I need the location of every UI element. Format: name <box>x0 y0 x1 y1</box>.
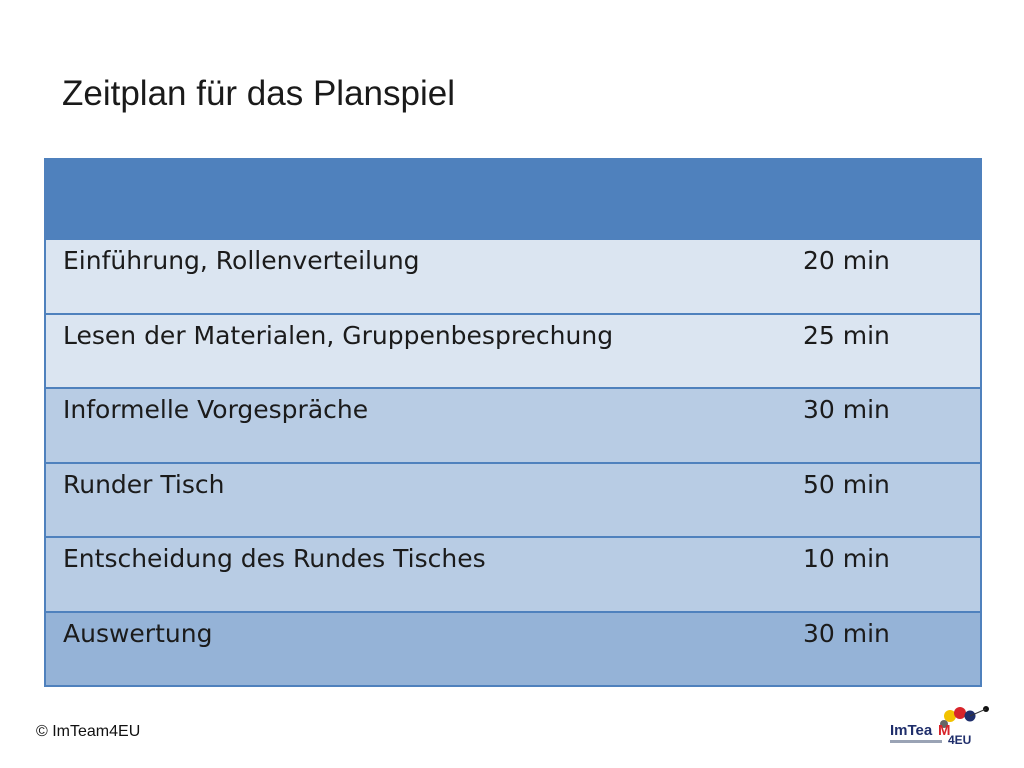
duration-cell: 30 min <box>803 618 890 648</box>
activity-cell: Informelle Vorgespräche <box>63 395 369 424</box>
logo-dot-red <box>954 707 966 719</box>
table-row: Informelle Vorgespräche 30 min <box>46 387 980 462</box>
table-header-row <box>46 160 980 238</box>
table-row: Runder Tisch 50 min <box>46 461 980 536</box>
duration-cell: 30 min <box>803 395 890 424</box>
imteam4eu-logo: ImTea M 4EU <box>890 706 989 747</box>
duration-cell: 25 min <box>803 320 890 350</box>
logo-dot-gray <box>940 720 948 728</box>
logo-text-im: ImTea <box>890 722 933 739</box>
activity-cell: Einführung, Rollenverteilung <box>63 246 420 275</box>
table-row: Einführung, Rollenverteilung 20 min <box>46 238 980 313</box>
activity-cell: Entscheidung des Rundes Tisches <box>63 544 486 573</box>
duration-cell: 10 min <box>803 544 890 573</box>
activity-cell: Lesen der Materialen, Gruppenbesprechung <box>63 320 614 350</box>
logo-dot-yellow <box>944 710 956 722</box>
duration-cell: 20 min <box>803 246 890 275</box>
activity-cell: Auswertung <box>63 618 213 648</box>
logo-text-4eu: 4EU <box>948 733 971 747</box>
schedule-table: Einführung, Rollenverteilung 20 min Lese… <box>44 158 982 687</box>
slide-title: Zeitplan für das Planspiel <box>62 74 455 113</box>
table-row: Auswertung 30 min <box>46 610 980 685</box>
activity-cell: Runder Tisch <box>63 469 225 499</box>
duration-cell: 50 min <box>803 469 890 499</box>
table-row: Entscheidung des Rundes Tisches 10 min <box>46 536 980 611</box>
logo-text-m: M <box>938 722 951 739</box>
table-row: Lesen der Materialen, Gruppenbesprechung… <box>46 312 980 387</box>
logo-tagline <box>890 740 942 743</box>
copyright-notice: © ImTeam4EU <box>36 723 141 740</box>
